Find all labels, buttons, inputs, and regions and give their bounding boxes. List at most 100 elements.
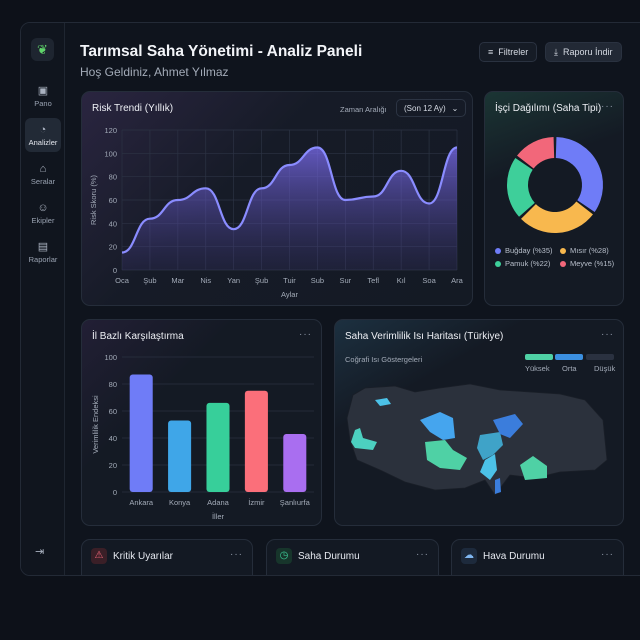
legend-swatch-low (586, 354, 614, 360)
grid-icon: ▣ (37, 84, 49, 97)
range-select[interactable]: (Son 12 Ay) ⌄ (396, 99, 467, 117)
warning-icon: ⚠ (91, 548, 107, 564)
x-tick-label: İzmir (248, 498, 265, 507)
pie-chart-icon: ◔ (39, 123, 47, 136)
map-region[interactable] (477, 432, 503, 460)
x-tick-label: Sur (339, 276, 351, 285)
sidebar: ❦ ▣ Pano ◔ Analizler ⌂ Seralar ☺ Ekipler ▤ Ra… (21, 23, 65, 575)
map-region[interactable] (495, 478, 501, 494)
card-title: İşçi Dağılımı (Saha Tipi) (495, 103, 602, 114)
legend-label: Orta (562, 364, 577, 373)
legend-item: Meyve (%15) (560, 259, 614, 268)
risk-trend-card: Risk Trendi (Yıllık) Zaman Aralığı (Son … (81, 91, 473, 306)
x-tick-label: Soa (422, 276, 436, 285)
download-report-button[interactable]: ⤓ Raporu İndir (545, 42, 622, 62)
document-icon: ▤ (37, 240, 49, 253)
legend-item: Pamuk (%22) (495, 259, 550, 268)
card-title: Hava Durumu (483, 551, 545, 562)
more-icon[interactable]: ··· (601, 101, 614, 112)
weather-card: ☁ Hava Durumu ··· (451, 539, 624, 575)
sidebar-item-ekipler[interactable]: ☺ Ekipler (31, 201, 55, 225)
map-region[interactable] (493, 414, 523, 438)
x-tick-label: Tuir (283, 276, 296, 285)
bar-chart: 0 20 40 60 80 100 Ankara Konya Adana İzmir Şanlıur… (91, 353, 314, 521)
sidebar-item-raporlar[interactable]: ▤ Raporlar (28, 240, 58, 264)
x-tick-label: Ara (451, 276, 464, 285)
y-tick-label: 80 (109, 380, 117, 389)
risk-area (122, 147, 457, 270)
y-tick-label: 20 (109, 243, 117, 252)
field-status-card: ◷ Saha Durumu ··· (266, 539, 439, 575)
bar (168, 420, 192, 492)
more-icon[interactable]: ··· (230, 549, 243, 560)
range-label: Zaman Aralığı (340, 105, 387, 114)
page-title: Tarımsal Saha Yönetimi - Analiz Paneli (80, 43, 363, 60)
download-icon: ⤓ (554, 46, 558, 57)
leaf-logo-icon[interactable]: ❦ (31, 38, 54, 61)
weather-icon: ☁ (461, 548, 477, 564)
y-tick-label: 20 (109, 461, 117, 470)
more-icon[interactable]: ··· (299, 329, 312, 340)
x-tick-label: Nis (200, 276, 211, 285)
sidebar-item-seralar[interactable]: ⌂ Seralar (30, 162, 56, 186)
sidebar-item-pano[interactable]: ▣ Pano (34, 84, 52, 108)
legend-swatch-high (525, 354, 553, 360)
critical-alerts-card: ⚠ Kritik Uyarılar ··· (81, 539, 253, 575)
turkey-map (346, 383, 608, 496)
map-region-konya[interactable] (425, 440, 467, 470)
more-icon[interactable]: ··· (416, 549, 429, 560)
map-region[interactable] (375, 398, 391, 406)
y-tick-label: 100 (104, 353, 117, 362)
sidebar-item-analizler[interactable]: ◔ Analizler (25, 118, 61, 152)
card-title: Saha Durumu (298, 551, 360, 562)
y-tick-label: 60 (109, 407, 117, 416)
home-icon: ⌂ (39, 162, 47, 175)
more-icon[interactable]: ··· (601, 329, 614, 340)
bar (283, 433, 307, 492)
x-tick-label: Şub (143, 276, 156, 285)
status-icon: ◷ (276, 548, 292, 564)
legend-label: Düşük (594, 364, 616, 373)
map-region-ankara[interactable] (420, 412, 455, 440)
card-title: Risk Trendi (Yıllık) (92, 103, 174, 114)
y-tick-label: 80 (109, 173, 117, 182)
filter-button[interactable]: ≡ Filtreler (479, 42, 538, 62)
legend-label: Yüksek (525, 364, 550, 373)
x-tick-label: Şub (255, 276, 268, 285)
card-title: Saha Verimlilik Isı Haritası (Türkiye) (345, 331, 504, 342)
y-tick-label: 120 (104, 126, 117, 135)
map-region-sanliurfa[interactable] (520, 456, 547, 480)
heatmap-card: Saha Verimlilik Isı Haritası (Türkiye) ·… (334, 319, 624, 526)
worker-distribution-card: İşçi Dağılımı (Saha Tipi) ··· Buğday (%3… (484, 91, 624, 306)
donut-slice (555, 137, 603, 213)
y-axis-title: Verimlilik Endeksi (91, 395, 100, 454)
legend-item: Buğday (%35) (495, 246, 553, 255)
donut-slice (521, 201, 593, 233)
y-tick-label: 0 (113, 266, 117, 275)
x-tick-label: Ankara (129, 498, 154, 507)
logout-icon[interactable]: ⇥ (35, 546, 45, 558)
map-region-adana[interactable] (480, 454, 497, 480)
map-region-izmir[interactable] (351, 428, 377, 450)
y-tick-label: 60 (109, 196, 117, 205)
risk-chart: 0 20 40 60 80 100 120 Oca Şub Mar Nis Yan Şub Tuir Sub… (89, 126, 464, 299)
y-tick-label: 0 (113, 488, 117, 497)
card-title: Kritik Uyarılar (113, 551, 174, 562)
map-subtitle: Coğrafi Isı Göstergeleri (345, 355, 423, 364)
bar (244, 390, 268, 492)
x-tick-label: Tefl (367, 276, 379, 285)
x-axis-title: İller (212, 512, 225, 521)
filter-icon: ≡ (488, 47, 494, 57)
users-icon: ☺ (37, 201, 49, 214)
bar (206, 402, 230, 492)
donut-chart (507, 137, 603, 233)
x-tick-label: Konya (169, 498, 191, 507)
more-icon[interactable]: ··· (601, 549, 614, 560)
x-tick-label: Sub (311, 276, 324, 285)
x-tick-label: Oca (115, 276, 130, 285)
y-tick-label: 40 (109, 434, 117, 443)
donut-slice (507, 157, 535, 217)
y-axis-title: Risk Skoru (%) (89, 174, 98, 225)
x-tick-label: Şanlıurfa (280, 498, 311, 507)
app-window: ❦ ▣ Pano ◔ Analizler ⌂ Seralar ☺ Ekipler ▤ Ra… (20, 22, 640, 576)
